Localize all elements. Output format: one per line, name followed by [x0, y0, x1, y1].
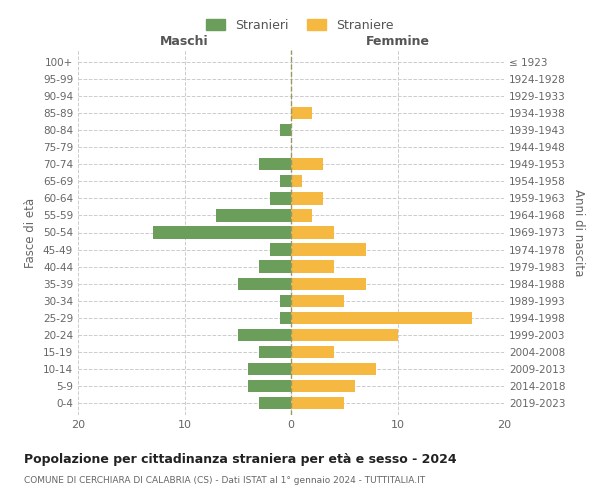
- Bar: [291, 158, 323, 170]
- Bar: [291, 312, 472, 324]
- Bar: [217, 210, 291, 222]
- Bar: [259, 346, 291, 358]
- Bar: [291, 346, 334, 358]
- Text: COMUNE DI CERCHIARA DI CALABRIA (CS) - Dati ISTAT al 1° gennaio 2024 - TUTTITALI: COMUNE DI CERCHIARA DI CALABRIA (CS) - D…: [24, 476, 425, 485]
- Bar: [291, 397, 344, 409]
- Bar: [291, 260, 334, 273]
- Bar: [259, 158, 291, 170]
- Bar: [280, 124, 291, 136]
- Bar: [291, 294, 344, 307]
- Bar: [259, 397, 291, 409]
- Text: Femmine: Femmine: [365, 36, 430, 49]
- Bar: [291, 328, 398, 341]
- Bar: [291, 363, 376, 375]
- Bar: [152, 226, 291, 238]
- Bar: [270, 244, 291, 256]
- Bar: [280, 294, 291, 307]
- Bar: [248, 380, 291, 392]
- Y-axis label: Anni di nascita: Anni di nascita: [572, 189, 585, 276]
- Bar: [270, 192, 291, 204]
- Bar: [291, 210, 313, 222]
- Bar: [259, 260, 291, 273]
- Bar: [291, 226, 334, 238]
- Bar: [291, 192, 323, 204]
- Text: Popolazione per cittadinanza straniera per età e sesso - 2024: Popolazione per cittadinanza straniera p…: [24, 452, 457, 466]
- Bar: [238, 328, 291, 341]
- Bar: [248, 363, 291, 375]
- Bar: [280, 175, 291, 188]
- Bar: [291, 175, 302, 188]
- Text: Maschi: Maschi: [160, 36, 209, 49]
- Bar: [291, 380, 355, 392]
- Bar: [238, 278, 291, 290]
- Y-axis label: Fasce di età: Fasce di età: [25, 198, 37, 268]
- Bar: [280, 312, 291, 324]
- Legend: Stranieri, Straniere: Stranieri, Straniere: [202, 14, 398, 37]
- Bar: [291, 244, 365, 256]
- Bar: [291, 278, 365, 290]
- Bar: [291, 107, 313, 119]
